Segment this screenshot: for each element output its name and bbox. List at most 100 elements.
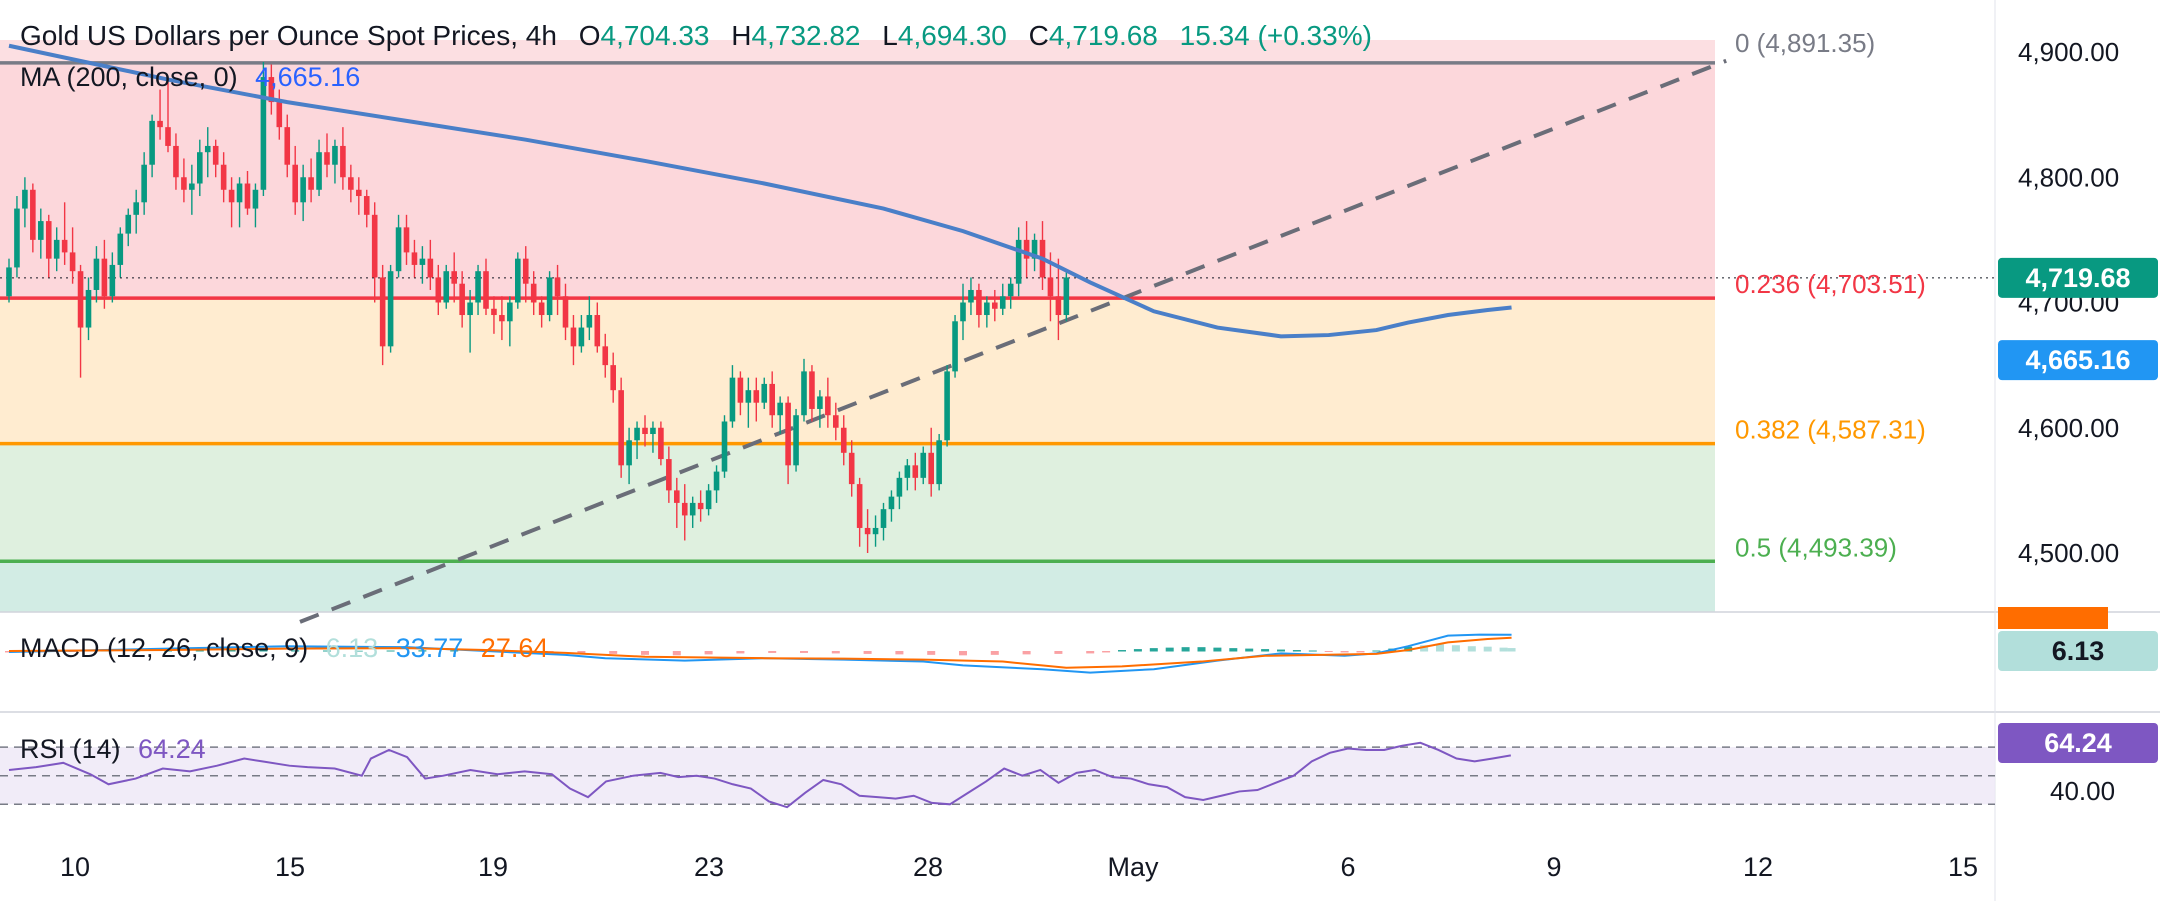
candle — [872, 527, 879, 535]
macd-histogram-bar — [450, 650, 459, 652]
ma-legend-name: MA (200, close, 0) — [20, 62, 238, 92]
candle — [173, 145, 179, 178]
candle — [546, 277, 553, 316]
macd-legend-name: MACD (12, 26, close, 9) — [20, 633, 309, 663]
candle — [467, 302, 473, 316]
x-tick-label: 15 — [275, 852, 305, 882]
candle — [427, 258, 434, 278]
x-tick-label: 23 — [694, 852, 724, 882]
candle — [387, 271, 394, 347]
macd-histogram-bar — [418, 650, 427, 652]
macd-histogram-bar — [1086, 651, 1095, 654]
ma-price-tag: 4,665.16 — [2025, 345, 2130, 375]
rsi-legend-name: RSI (14) — [20, 734, 121, 764]
candle — [403, 227, 410, 253]
candle — [491, 308, 497, 316]
candle — [6, 267, 12, 297]
fib-label-0: 0 (4,891.35) — [1735, 28, 1875, 58]
candle — [984, 302, 990, 316]
candle — [141, 164, 147, 203]
macd-histogram-bar — [323, 650, 331, 652]
candle — [578, 327, 585, 347]
candle — [817, 396, 823, 409]
candle — [204, 145, 211, 153]
candle — [149, 120, 155, 165]
macd-histogram-bar — [1436, 644, 1444, 652]
candle — [292, 164, 298, 203]
macd-histogram-bar — [927, 651, 936, 655]
x-tick-label: 9 — [1546, 852, 1561, 882]
candle — [1023, 239, 1030, 259]
candle — [833, 415, 839, 428]
candle — [324, 152, 330, 165]
candle — [300, 177, 306, 203]
candle — [45, 221, 52, 259]
macd-histogram-bar — [959, 651, 967, 656]
candle — [308, 177, 314, 190]
candle — [101, 258, 108, 297]
rsi-line — [8, 741, 1511, 809]
x-tick-label: 19 — [478, 852, 508, 882]
candle — [888, 496, 895, 510]
macd-histogram-bar — [354, 650, 363, 652]
candle — [586, 315, 593, 328]
x-tick-label: 6 — [1340, 852, 1355, 882]
candle — [165, 127, 171, 146]
candle — [626, 440, 632, 466]
candle — [515, 258, 521, 303]
candle — [451, 271, 457, 284]
candle — [594, 315, 601, 347]
interval-label: 4h — [525, 20, 557, 51]
candle — [316, 152, 322, 190]
candle — [236, 183, 243, 203]
macd-legend-signal: 27.64 — [480, 633, 549, 663]
rsi-tag-bg — [1998, 723, 2158, 763]
macd-histogram-bar — [577, 651, 586, 654]
candle — [928, 452, 934, 485]
candle — [570, 327, 577, 347]
macd-histogram-bar — [386, 650, 395, 652]
candle — [363, 196, 370, 215]
macd-legend[interactable]: MACD (12, 26, close, 9) 6.13 33.77 27.64 — [20, 633, 548, 664]
candle — [992, 302, 998, 309]
candle — [999, 296, 1006, 309]
macd-histogram-bar — [1451, 645, 1460, 652]
x-tick-label: 12 — [1743, 852, 1773, 882]
macd-histogram-bar — [1261, 649, 1270, 652]
candle — [443, 271, 450, 303]
x-tick-label: 15 — [1948, 852, 1978, 882]
macd-histogram-bar — [1277, 649, 1285, 652]
close-label: C — [1028, 20, 1049, 51]
ma-legend[interactable]: MA (200, close, 0) 4,665.16 — [20, 62, 360, 93]
fib-label-0.5: 0.5 (4,493.39) — [1735, 532, 1897, 562]
macd-hist-tag: 6.13 — [2052, 636, 2105, 666]
candle — [697, 502, 704, 510]
candle — [475, 271, 481, 303]
y-tick-label: 4,900.00 — [2018, 37, 2119, 67]
candle — [769, 383, 775, 416]
candle — [650, 427, 656, 435]
rsi-legend[interactable]: RSI (14) 64.24 — [20, 734, 206, 765]
y-tick-label: 4,500.00 — [2018, 538, 2119, 568]
candle — [53, 239, 60, 259]
candle — [22, 189, 28, 209]
candle — [848, 452, 855, 485]
x-tick-label: May — [1107, 852, 1159, 882]
chart-header: Gold US Dollars per Ounce Spot Prices, 4… — [20, 20, 1372, 51]
candle — [713, 471, 720, 491]
candle — [753, 390, 760, 403]
macd-histogram-bar — [1467, 646, 1476, 652]
candle — [340, 145, 346, 178]
macd-histogram-bar — [895, 651, 904, 655]
candle — [538, 302, 545, 316]
candle — [864, 527, 871, 535]
macd-histogram-bar — [704, 651, 713, 655]
macd-signal-tag-bg — [1998, 607, 2108, 629]
y-tick-label: 4,800.00 — [2018, 162, 2119, 192]
candle — [912, 465, 919, 478]
candle — [371, 214, 378, 278]
candle — [356, 189, 362, 197]
ma200-line — [8, 43, 1512, 339]
candle — [38, 221, 44, 240]
